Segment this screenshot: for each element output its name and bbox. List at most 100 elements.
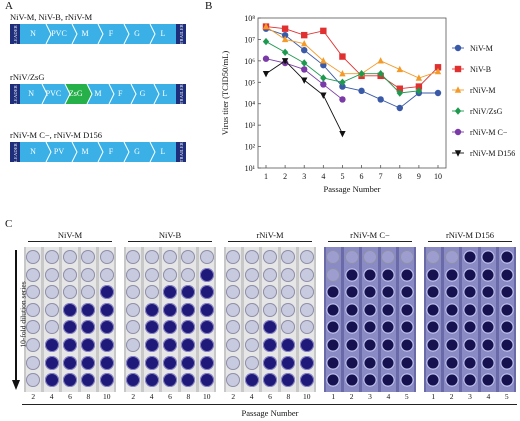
plate-well [63,355,77,370]
plate-well [26,338,41,352]
plate-well [444,373,459,388]
panel-letter-b: B [205,0,213,12]
plate-well [226,267,241,282]
plate-well [344,267,359,282]
plate-column [343,247,360,392]
plate-well [244,267,259,282]
data-point [377,96,384,103]
trailer-block: TRAILER [176,24,186,44]
leader-label: LEADER [12,84,18,104]
gene-segment: F [98,142,129,162]
plate-well [299,338,314,352]
segment-separator [97,141,104,163]
gene-label: L [160,147,166,156]
plate-well [81,338,96,352]
plate-well [226,250,241,264]
data-point [281,31,289,39]
plate-well [244,302,259,317]
plate-well [99,250,114,264]
plate-well [499,338,514,352]
genome-diagram: LEADER TRAILER N PV M F G L [10,141,186,163]
panel-letter-a: A [5,0,13,12]
plate-well [426,267,441,282]
data-point [262,37,270,46]
plate-group-label: rNiV-M C− [350,230,390,240]
gene-segment: L [150,142,176,162]
plate-well [299,320,314,335]
passage-tick-label: 4 [49,392,54,401]
plate-well [81,250,96,264]
plate-well [81,355,96,370]
data-point [396,104,403,112]
plate-well [81,267,96,282]
plate-group-label: NiV-B [158,230,182,240]
plate-well [344,285,359,300]
plate-well [244,250,259,264]
plate-well [263,250,277,264]
segment-separator [123,141,130,163]
genome-title: rNiV/ZsG [10,72,45,82]
plate-well [426,338,441,352]
plate-column [443,247,460,392]
plate-well [199,355,214,370]
plate-well [481,267,496,282]
plate-well [181,338,196,352]
legend-label: rNiV-M [470,86,495,95]
plate-well [499,250,514,264]
gene-label: PV [53,147,65,156]
plate-well [381,302,396,317]
segment-separator [108,83,115,105]
gene-segment: N [20,142,51,162]
data-point [339,70,346,77]
plate-well [481,285,496,300]
plate-well [444,355,459,370]
data-point [415,74,423,81]
plate-well [481,373,496,388]
plate-well [81,285,96,300]
plate-well [326,302,341,317]
plate-well [281,355,296,370]
plate-well [463,320,477,335]
plate-well [226,338,241,352]
passage-tick-label: 8 [86,392,91,401]
plates-x-axis-line [22,404,517,405]
plate-well [399,302,414,317]
plate-well [481,302,496,317]
plate-well [81,373,96,388]
passage-tick-label: 4 [149,392,154,401]
passage-tick-label: 8 [186,392,191,401]
plate-photo [324,247,416,392]
plate-well [326,267,341,282]
plate-well [199,373,214,388]
gene-segment: M [87,84,114,104]
passage-tick-label: 4 [486,392,491,401]
gene-label: PVC [51,29,67,38]
plate-well [126,355,141,370]
plate-well [426,373,441,388]
data-point [377,57,384,64]
plate-well [481,320,496,335]
plate-well [326,355,341,370]
plate-well [499,267,514,282]
plate-photo [124,247,216,392]
plate-well [163,302,177,317]
plate-well [281,302,296,317]
plate-well [163,320,177,335]
plate-well [263,285,277,300]
plate-well [481,250,496,264]
plate-well [363,267,377,282]
data-point [281,25,289,32]
plate-well [263,267,277,282]
series-line [265,26,439,79]
plate-well [326,373,341,388]
data-point [377,70,384,78]
x-axis-title: Passage Number [324,184,381,194]
genome-diagram: LEADER TRAILER N PVC ZsG M F G L [10,83,186,105]
plate-group-bracket [228,241,312,242]
gene-label: N [30,147,36,156]
plate-column [143,247,160,392]
plate-well [63,373,77,388]
gene-segment: PVC [46,24,77,44]
passage-tick-label: 2 [449,392,454,401]
segment-separator [149,23,156,45]
